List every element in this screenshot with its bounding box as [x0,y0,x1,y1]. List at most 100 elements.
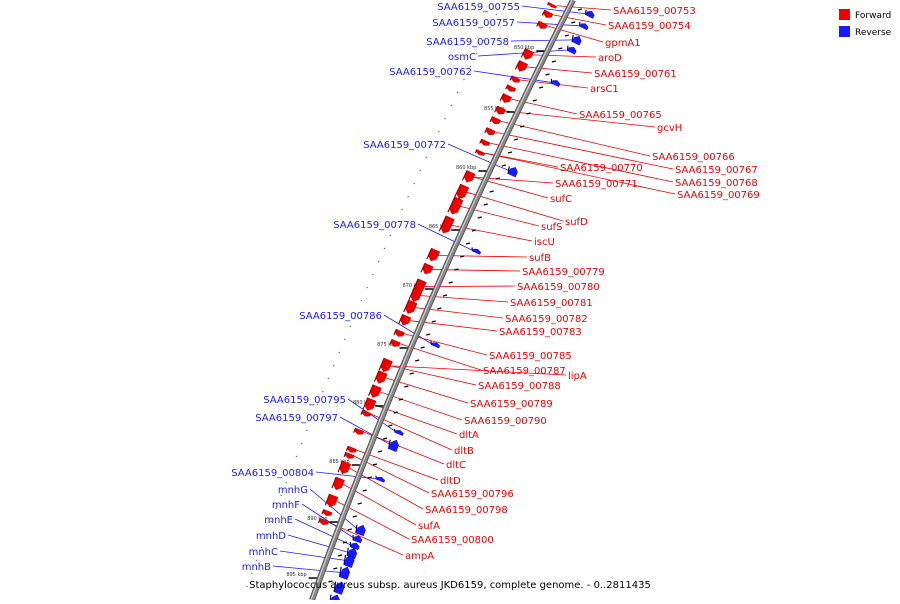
label-saa6159-00767[interactable]: SAA6159_00767 [675,165,758,176]
reverse-gene[interactable] [432,343,440,348]
label-dltb[interactable]: dltB [454,446,474,457]
position-dash [415,360,419,361]
label-saa6159-00785[interactable]: SAA6159_00785 [489,351,572,362]
label-mnhg[interactable]: mnhG [278,485,308,496]
forward-gene[interactable] [362,410,371,416]
position-dash [333,568,337,569]
label-mnhd[interactable]: mnhD [256,531,286,542]
label-saa6159-00788[interactable]: SAA6159_00788 [478,381,561,392]
leader-mnhd [288,535,350,553]
label-sufs[interactable]: sufS [541,222,562,233]
forward-gene[interactable] [347,446,357,452]
label-dltd[interactable]: dltD [440,476,461,487]
label-saa6159-00758[interactable]: SAA6159_00758 [426,37,509,48]
label-saa6159-00781[interactable]: SAA6159_00781 [510,298,593,309]
forward-gene[interactable] [345,452,355,458]
position-dot [306,430,307,431]
label-saa6159-00762[interactable]: SAA6159_00762 [389,67,472,78]
reverse-gene[interactable] [395,430,403,435]
position-dot [463,79,464,80]
position-dot [333,365,334,366]
label-mnhf[interactable]: mnhF [272,500,300,511]
position-dot [286,482,287,483]
label-saa6159-00778[interactable]: SAA6159_00778 [333,220,416,231]
label-gpma1[interactable]: gpmA1 [605,38,641,49]
reverse-gene[interactable] [377,477,385,482]
label-gcvh[interactable]: gcvH [657,123,682,134]
label-saa6159-00771[interactable]: SAA6159_00771 [555,179,638,190]
label-saa6159-00786[interactable]: SAA6159_00786 [299,311,382,322]
label-saa6159-00790[interactable]: SAA6159_00790 [464,416,547,427]
label-saa6159-00783[interactable]: SAA6159_00783 [499,327,582,338]
label-saa6159-00800[interactable]: SAA6159_00800 [411,535,494,546]
position-dash [368,477,372,478]
label-saa6159-00770[interactable]: SAA6159_00770 [560,163,643,174]
label-mnhb[interactable]: mnhB [242,562,271,573]
label-saa6159-00766[interactable]: SAA6159_00766 [652,152,735,163]
label-saa6159-00787[interactable]: SAA6159_00787 [483,366,566,377]
label-saa6159-00755[interactable]: SAA6159_00755 [437,2,520,13]
label-saa6159-00765[interactable]: SAA6159_00765 [579,110,662,121]
label-saa6159-00795[interactable]: SAA6159_00795 [263,395,346,406]
position-dot [344,339,345,340]
label-saa6159-00796[interactable]: SAA6159_00796 [431,489,514,500]
reverse-gene[interactable] [568,47,577,54]
label-saa6159-00753[interactable]: SAA6159_00753 [613,6,696,17]
label-sufb[interactable]: sufB [529,253,551,264]
position-dash [358,503,362,504]
label-mnhe[interactable]: mnhE [264,515,293,526]
reverse-gene[interactable] [330,595,340,600]
gene-edge [330,595,331,600]
position-dot [426,157,427,158]
label-saa6159-00754[interactable]: SAA6159_00754 [608,21,691,32]
label-lipa[interactable]: lipA [568,371,587,382]
forward-gene[interactable] [405,300,417,314]
gene-edge [431,341,432,345]
label-arod[interactable]: aroD [598,53,622,64]
label-saa6159-00798[interactable]: SAA6159_00798 [425,505,508,516]
reverse-gene[interactable] [580,24,589,30]
position-dash [363,490,367,491]
label-saa6159-00804[interactable]: SAA6159_00804 [231,468,314,479]
label-saa6159-00780[interactable]: SAA6159_00780 [517,282,600,293]
position-dash [508,152,512,153]
label-saa6159-00782[interactable]: SAA6159_00782 [505,314,588,325]
label-mnhc[interactable]: mnhC [249,547,278,558]
label-osmc[interactable]: osmC [448,52,476,63]
label-ampa[interactable]: ampA [405,551,434,562]
label-sufa[interactable]: sufA [418,521,440,532]
position-dot [420,170,421,171]
label-saa6159-00769[interactable]: SAA6159_00769 [677,190,760,201]
label-saa6159-00772[interactable]: SAA6159_00772 [363,140,446,151]
forward-gene[interactable] [381,358,393,372]
label-sufc[interactable]: sufC [550,194,572,205]
reverse-gene[interactable] [552,81,561,87]
label-saa6159-00789[interactable]: SAA6159_00789 [470,399,553,410]
label-arsc1[interactable]: arsC1 [590,84,619,95]
label-saa6159-00797[interactable]: SAA6159_00797 [255,413,338,424]
label-saa6159-00757[interactable]: SAA6159_00757 [432,18,515,29]
position-dot [339,352,340,353]
forward-gene[interactable] [457,184,469,199]
reverse-gene[interactable] [586,11,595,18]
label-sufd[interactable]: sufD [565,217,588,228]
position-dash [502,165,506,166]
forward-gene[interactable] [476,150,485,156]
label-dlta[interactable]: dltA [459,430,479,441]
label-iscu[interactable]: iscU [534,237,555,248]
reverse-gene[interactable] [473,249,481,255]
forward-gene[interactable] [428,248,440,261]
reverse-gene[interactable] [572,36,581,45]
position-dash [404,386,408,387]
reverse-gene[interactable] [353,536,362,543]
label-saa6159-00779[interactable]: SAA6159_00779 [522,267,605,278]
forward-gene[interactable] [548,2,557,8]
position-dash [533,100,537,101]
label-saa6159-00768[interactable]: SAA6159_00768 [675,178,758,189]
legend-forward-label: Forward [855,11,891,21]
label-dltc[interactable]: dltC [446,460,466,471]
forward-gene[interactable] [323,509,333,515]
label-saa6159-00761[interactable]: SAA6159_00761 [594,69,677,80]
reverse-gene[interactable] [356,525,366,536]
